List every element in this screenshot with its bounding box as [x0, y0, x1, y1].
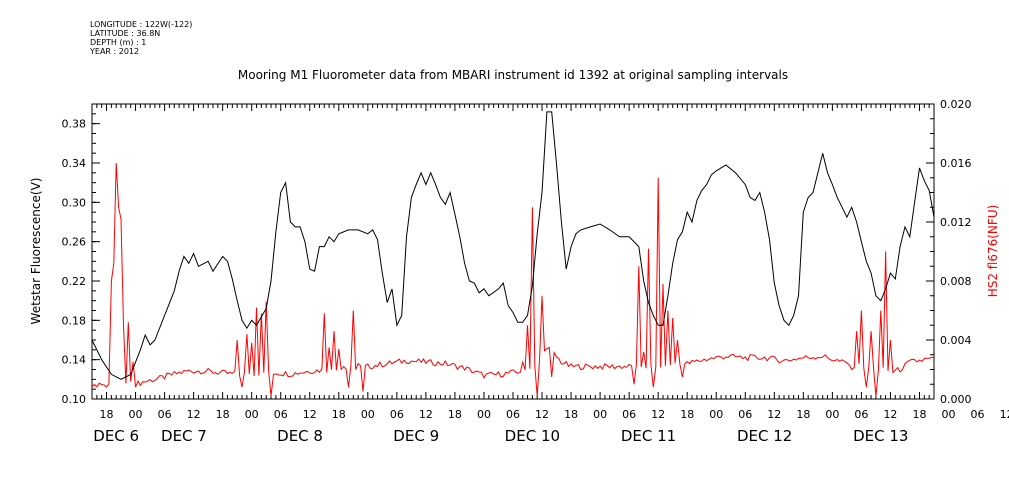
- header-longitude: LONGITUDE : 122W(-122): [90, 20, 193, 29]
- header-year: YEAR : 2012: [90, 47, 140, 56]
- axes-layer: 18 00 06 12 18 00 06 12 18 00 06 12 18 00 06 12 18 00 06 12…: [62, 98, 1009, 445]
- y-tick-label: 0.18: [62, 314, 87, 327]
- chart-header-metadata: LONGITUDE : 122W(-122) LATITUDE : 36.8N …: [90, 20, 192, 56]
- y-axis-label: Wetstar Fluorescence(V): [29, 178, 43, 325]
- x-tick-label: 18: [100, 408, 114, 421]
- x-date-label: DEC 10: [505, 427, 560, 445]
- y-tick-label: 0.38: [62, 118, 87, 131]
- x-tick-label: 06: [738, 408, 752, 421]
- x-tick-label: 00: [361, 408, 375, 421]
- x-tick-label: 18: [564, 408, 578, 421]
- x-tick-label: 06: [390, 408, 404, 421]
- x-tick-label: 06: [971, 408, 985, 421]
- x-date-label: DEC 11: [621, 427, 676, 445]
- y2-tick-label: 0.020: [940, 98, 972, 111]
- x-date-label: DEC 12: [737, 427, 792, 445]
- y2-tick-label: 0.012: [940, 216, 972, 229]
- x-tick-label: 00: [942, 408, 956, 421]
- x-tick-label: 18: [448, 408, 462, 421]
- x-tick-label: 06: [274, 408, 288, 421]
- x-date-label: DEC 13: [853, 427, 908, 445]
- series-line-wetstar: [92, 111, 934, 380]
- x-tick-label: 18: [332, 408, 346, 421]
- y2-tick-label: 0.004: [940, 334, 972, 347]
- x-tick-label: 00: [129, 408, 143, 421]
- y2-axis-label: HS2 fl676(NFU): [986, 205, 1000, 298]
- x-tick-label: 12: [1000, 408, 1009, 421]
- x-tick-label: 00: [825, 408, 839, 421]
- y2-tick-label: 0.000: [940, 393, 972, 406]
- x-date-label: DEC 9: [393, 427, 439, 445]
- x-tick-label: 12: [419, 408, 433, 421]
- y-tick-label: 0.30: [62, 196, 87, 209]
- x-tick-label: 06: [506, 408, 520, 421]
- x-tick-label: 12: [187, 408, 201, 421]
- y-tick-label: 0.14: [62, 354, 87, 367]
- x-tick-label: 06: [622, 408, 636, 421]
- x-tick-label: 12: [767, 408, 781, 421]
- x-tick-label: 18: [796, 408, 810, 421]
- y2-tick-label: 0.016: [940, 157, 972, 170]
- x-tick-label: 18: [680, 408, 694, 421]
- y-tick-label: 0.22: [62, 275, 87, 288]
- series-layer: [92, 111, 934, 397]
- x-tick-label: 12: [651, 408, 665, 421]
- x-tick-label: 12: [535, 408, 549, 421]
- y-tick-label: 0.26: [62, 236, 87, 249]
- y-tick-label: 0.10: [62, 393, 87, 406]
- x-tick-label: 06: [854, 408, 868, 421]
- header-depth: DEPTH (m) : 1: [90, 38, 147, 47]
- x-date-label: DEC 8: [277, 427, 323, 445]
- x-tick-label: 18: [216, 408, 230, 421]
- x-date-label: DEC 6: [93, 427, 139, 445]
- x-date-label: DEC 7: [161, 427, 207, 445]
- x-tick-label: 18: [912, 408, 926, 421]
- x-tick-label: 00: [709, 408, 723, 421]
- chart-title: Mooring M1 Fluorometer data from MBARI i…: [237, 68, 789, 82]
- x-tick-label: 12: [883, 408, 897, 421]
- plot-frame: [91, 103, 935, 400]
- y2-tick-label: 0.008: [940, 275, 972, 288]
- x-tick-label: 12: [303, 408, 317, 421]
- y-tick-label: 0.34: [62, 157, 87, 170]
- plot-area: [92, 111, 934, 397]
- header-latitude: LATITUDE : 36.8N: [90, 29, 161, 38]
- x-tick-label: 00: [477, 408, 491, 421]
- x-tick-label: 00: [245, 408, 259, 421]
- series-line-hs2-fl676: [92, 162, 934, 397]
- x-tick-label: 06: [158, 408, 172, 421]
- x-tick-label: 00: [593, 408, 607, 421]
